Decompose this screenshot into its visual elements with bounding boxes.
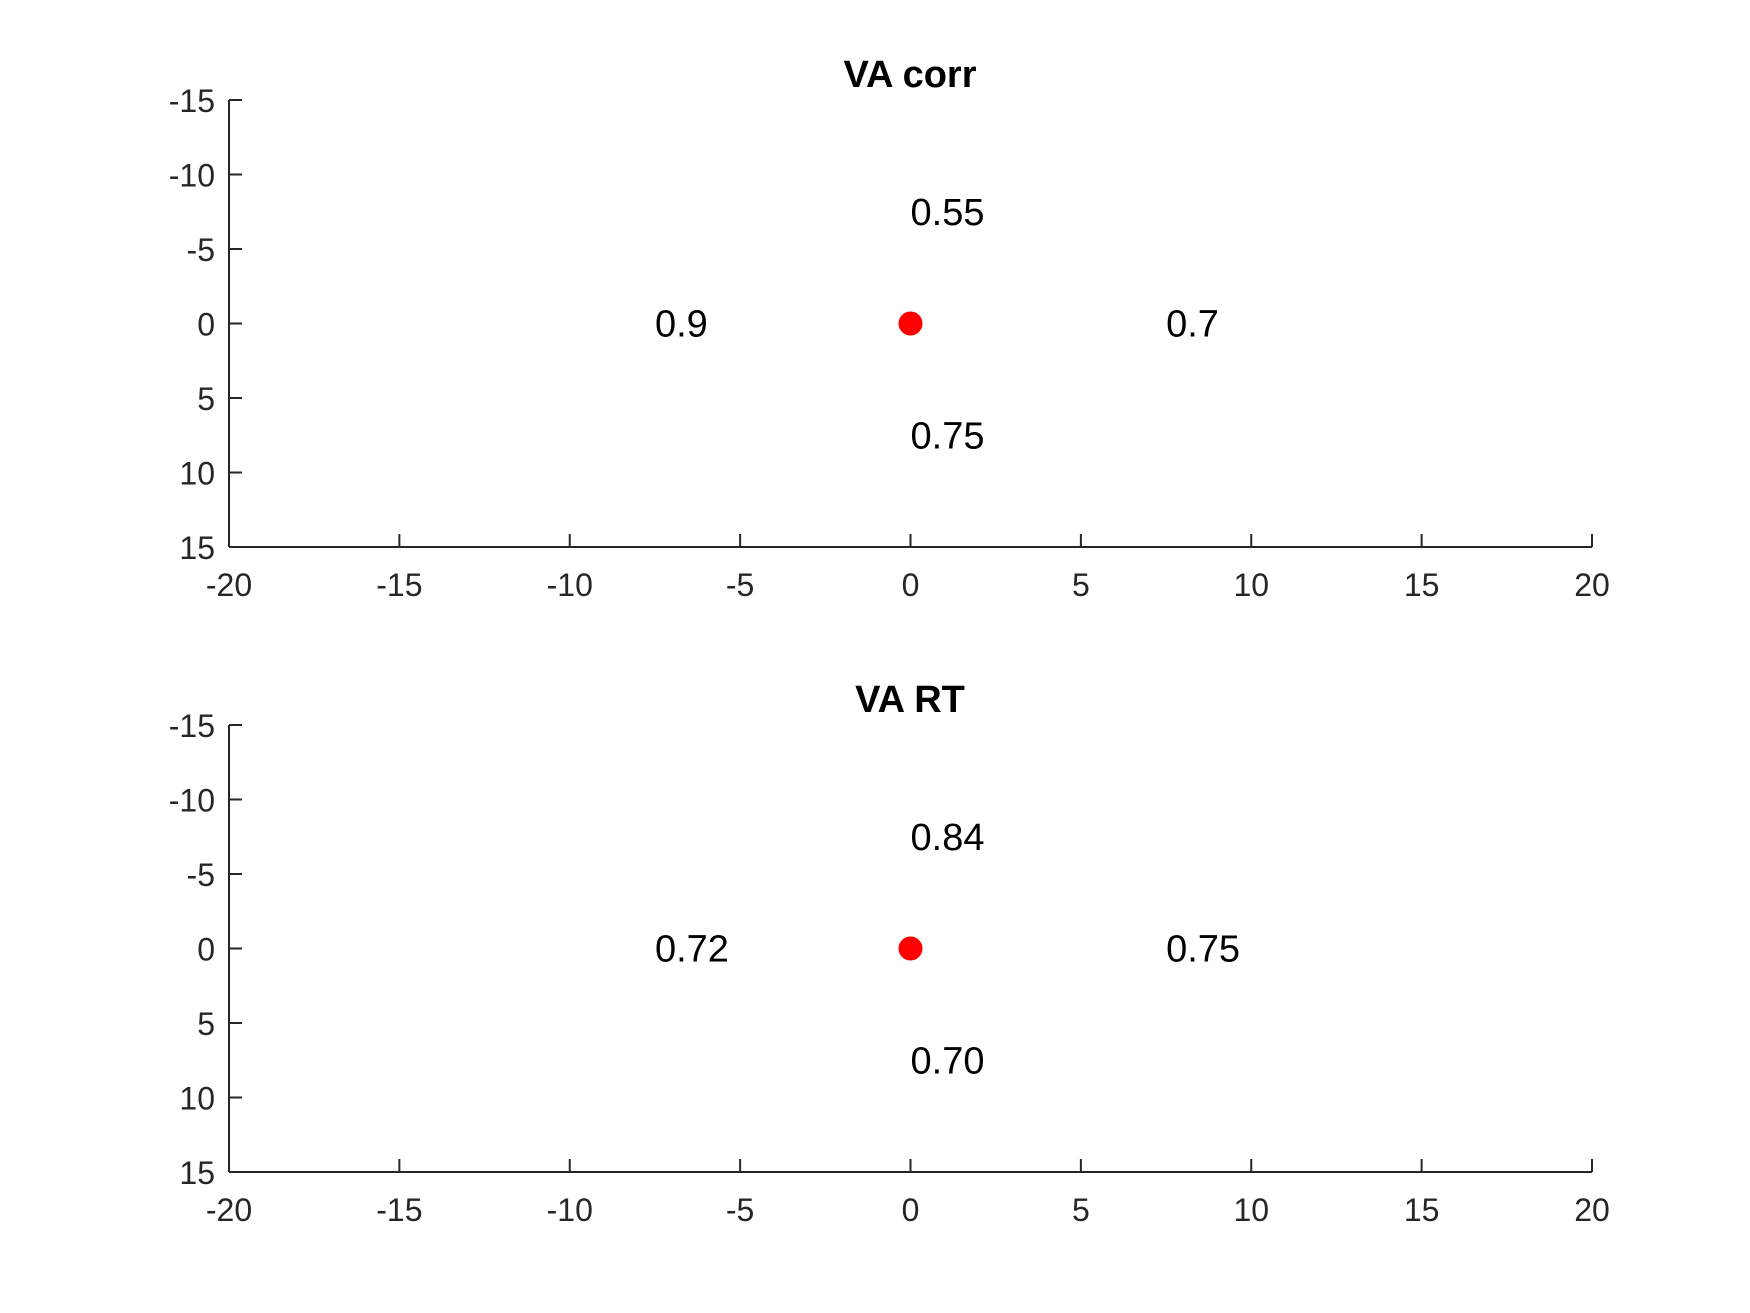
y-tick-label: -10 <box>169 158 215 194</box>
data-label: 0.9 <box>655 304 708 346</box>
x-tick-label: 10 <box>1233 567 1269 603</box>
y-tick-label: 5 <box>197 381 215 417</box>
x-tick-label: -15 <box>376 1192 422 1228</box>
data-label: 0.75 <box>1166 929 1240 971</box>
x-tick-label: -10 <box>547 567 593 603</box>
x-tick-label: -15 <box>376 567 422 603</box>
x-tick-label: 15 <box>1404 567 1440 603</box>
x-tick-label: -5 <box>726 567 754 603</box>
y-tick-label: -15 <box>169 83 215 119</box>
y-tick-label: -15 <box>169 708 215 744</box>
x-tick-label: 10 <box>1233 1192 1269 1228</box>
chart-2: VA RT -20 -15 -10 -5 0 5 10 15 20 -15 -10 -5 0 5 10 15 0… <box>169 679 1610 1228</box>
y-tick-label: 5 <box>197 1006 215 1042</box>
chart-title: VA corr <box>843 54 976 96</box>
x-tick-label: -20 <box>206 567 252 603</box>
y-tick-label: -10 <box>169 783 215 819</box>
y-tick-label: -5 <box>187 232 215 268</box>
x-tick-label: -20 <box>206 1192 252 1228</box>
data-label: 0.75 <box>911 415 985 457</box>
fixation-point <box>898 936 923 961</box>
y-tick-label: -5 <box>187 857 215 893</box>
data-label: 0.84 <box>911 817 985 859</box>
data-label: 0.7 <box>1166 304 1219 346</box>
x-tick-label: 5 <box>1072 1192 1090 1228</box>
y-tick-label: 10 <box>179 456 215 492</box>
data-label: 0.55 <box>911 192 985 234</box>
y-tick-label: 15 <box>179 530 215 566</box>
data-label: 0.72 <box>655 929 729 971</box>
x-tick-label: -5 <box>726 1192 754 1228</box>
chart-1: VA corr -20 -15 -10 -5 0 5 10 15 20 -15 -10 -5 0 5 10 1… <box>169 54 1610 603</box>
fixation-point <box>898 311 923 336</box>
y-tick-label: 0 <box>197 932 215 968</box>
x-tick-label: 15 <box>1404 1192 1440 1228</box>
x-tick-label: -10 <box>547 1192 593 1228</box>
y-tick-label: 15 <box>179 1155 215 1191</box>
y-tick-label: 10 <box>179 1081 215 1117</box>
data-label: 0.70 <box>911 1040 985 1082</box>
x-tick-label: 5 <box>1072 567 1090 603</box>
x-tick-label: 0 <box>902 1192 920 1228</box>
x-tick-label: 20 <box>1574 567 1610 603</box>
x-tick-label: 0 <box>902 567 920 603</box>
chart-title: VA RT <box>855 679 965 721</box>
y-tick-label: 0 <box>197 307 215 343</box>
x-tick-label: 20 <box>1574 1192 1610 1228</box>
